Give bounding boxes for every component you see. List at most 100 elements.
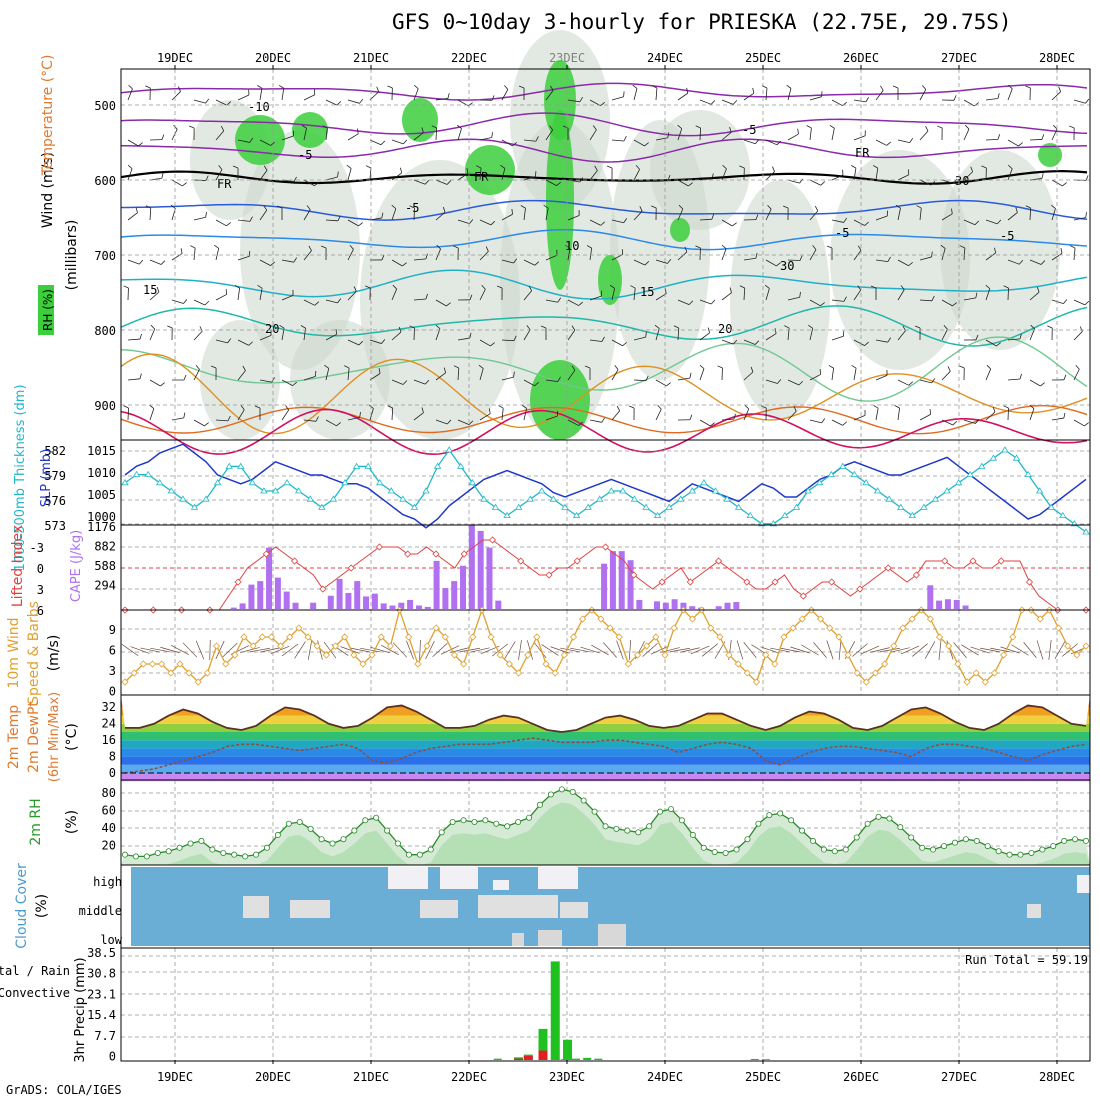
wind-barb (654, 324, 660, 341)
wind-barb-shaft (457, 419, 470, 426)
wind-barb-shaft (237, 409, 245, 421)
wind-barb (677, 299, 694, 305)
wind-barb-flag (150, 324, 156, 330)
wind-speed-point (945, 642, 953, 650)
wind-barb-flag (190, 245, 196, 249)
wind-barb (589, 165, 598, 181)
wind-barb-shaft (391, 288, 398, 301)
wind-speed-point (707, 624, 715, 632)
wind-barb-flag (908, 169, 910, 175)
date-label-top: 25DEC (745, 51, 781, 65)
wind-speed-point (972, 669, 980, 677)
wind-barb (369, 339, 386, 344)
wind-barb (171, 412, 186, 421)
wind-speed-point (304, 633, 312, 641)
rh-point (842, 846, 849, 853)
wind-barb-shaft (919, 179, 932, 186)
wind-barb-shaft (743, 139, 756, 145)
date-label-bottom: 21DEC (353, 1070, 389, 1084)
wind-barb-shaft (545, 179, 557, 187)
wind-barb (787, 255, 803, 261)
wind-barb-shaft (545, 415, 558, 421)
wind-barb-shaft (347, 219, 359, 227)
cape-bar (944, 599, 951, 609)
contour-label: 20 (265, 322, 279, 336)
wind-barb (234, 285, 240, 301)
cloud-low-block (512, 933, 524, 946)
temp-tick-label: 16 (102, 733, 116, 747)
wind-barb-flag (630, 285, 636, 289)
wind-barb (435, 93, 450, 101)
wind-barb-shaft (127, 259, 140, 265)
thickness-point (167, 487, 176, 494)
wind-barb-shaft (787, 410, 797, 421)
cape-bar (486, 547, 493, 609)
wind-tick-label: 9 (109, 623, 116, 637)
wind-barb-shaft (831, 368, 834, 381)
wind-barb (919, 126, 929, 141)
wind-barb (633, 139, 649, 147)
wind-barb (281, 405, 290, 421)
wind10m-barb-shaft (450, 647, 470, 653)
wind-barb-flag (513, 371, 515, 378)
wind-barb (237, 89, 250, 101)
wind-barb-flag (476, 165, 482, 169)
wind10m-barb-shaft (961, 644, 979, 656)
wind-barb-flag (139, 333, 142, 340)
wind-barb-flag (1029, 404, 1035, 409)
wind-barb (809, 299, 825, 307)
wind10m-barb (250, 647, 270, 653)
wind10m-barb-shaft (616, 640, 624, 660)
wind-barb-flag (872, 165, 878, 169)
li-point (291, 557, 299, 565)
wind-barb (278, 85, 285, 101)
wind-barb-shaft (457, 173, 469, 181)
wind-speed-point (487, 633, 495, 641)
wind-barb (523, 379, 539, 387)
ylabel-lifted-index: Lifted Index (10, 525, 26, 607)
wind-barb-flag (985, 284, 991, 289)
wind-barb-flag (755, 139, 760, 145)
wind-barb-flag (1062, 182, 1067, 187)
wind10m-barb (425, 640, 435, 660)
wind-barb (873, 404, 879, 421)
wind-barb-shaft (193, 248, 196, 261)
rh-point (307, 825, 314, 832)
thickness-point (491, 503, 500, 510)
wind-barb (875, 369, 888, 381)
wind-barb-flag (199, 326, 203, 332)
thickness-point (387, 487, 396, 494)
slp-tick-label: 1000 (87, 510, 116, 524)
ylabel-wind-units: (m/s) (46, 635, 62, 672)
rh-green-area (530, 360, 590, 440)
temp-tick-label: 0 (109, 766, 116, 780)
wind-barb-flag (1030, 324, 1035, 330)
wind-barb-shaft (809, 328, 814, 341)
wind-barb-shaft (523, 408, 527, 421)
wind-barb-shaft (963, 99, 975, 107)
wind10m-barb (340, 646, 360, 654)
wind-barb (589, 417, 606, 423)
wind-barb-shaft (611, 96, 624, 101)
temp-tick-label: 8 (109, 750, 116, 764)
wind10m-barb (460, 647, 480, 653)
wind-barb-flag (843, 330, 845, 337)
ylabel-rh: RH (%) (41, 289, 55, 331)
cape-bar (345, 592, 352, 609)
wind-barb (259, 139, 275, 146)
rh-gray-area (240, 130, 360, 370)
date-label-top: 21DEC (353, 51, 389, 65)
cape-bar (292, 602, 299, 609)
wind-barb-shaft (655, 409, 662, 421)
thickness-point (734, 503, 743, 510)
wind-barb-flag (755, 214, 759, 220)
wind-speed-point (212, 642, 221, 650)
wind-barb-flag (139, 373, 142, 379)
wind-barb-flag (843, 217, 848, 223)
thickness-point (897, 503, 905, 510)
wind-barb (828, 365, 834, 381)
rh-tick-label: 60 (102, 804, 116, 818)
thickness-point (422, 487, 430, 494)
wind10m-barb (470, 647, 490, 653)
date-label-bottom: 26DEC (843, 1070, 879, 1084)
